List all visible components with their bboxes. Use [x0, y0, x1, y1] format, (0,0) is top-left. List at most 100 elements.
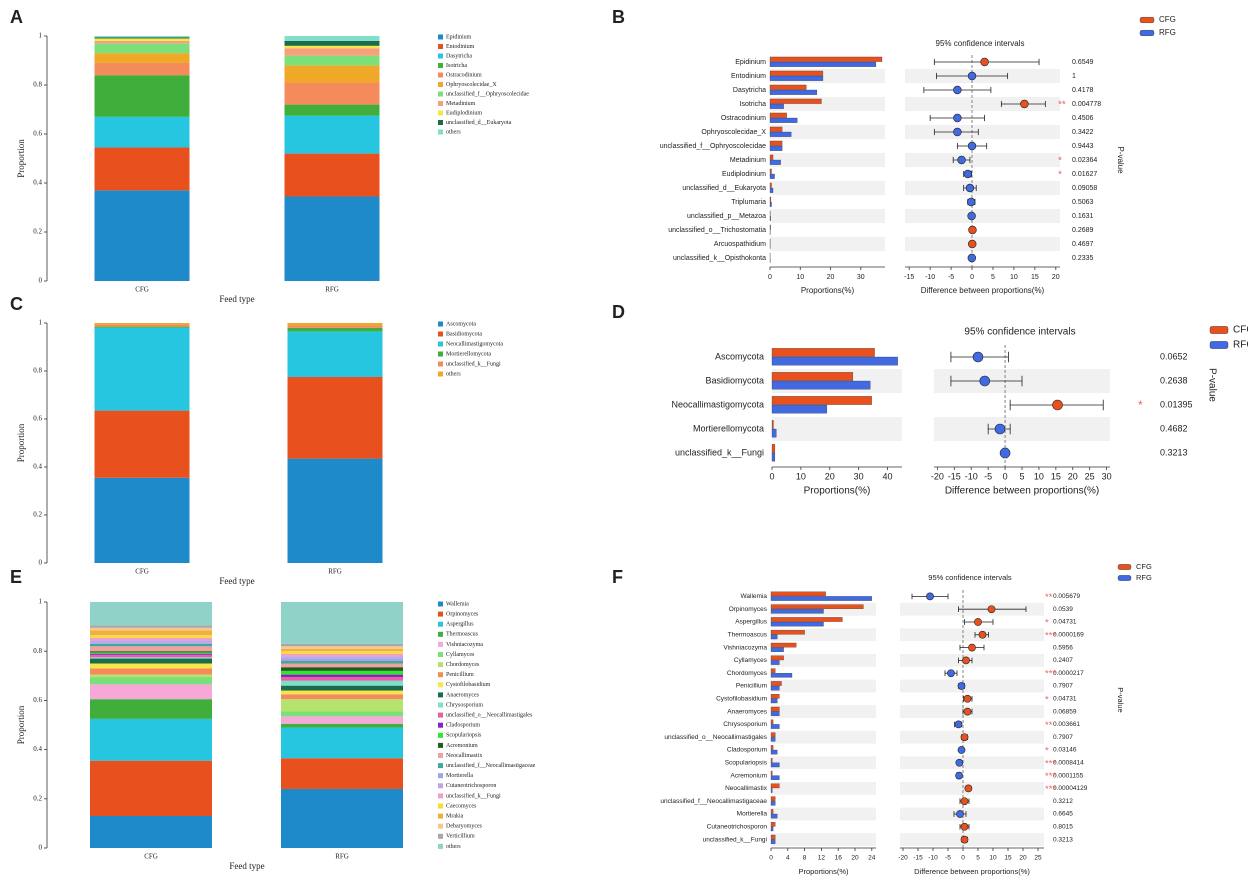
bar-segment [281, 723, 403, 728]
legend-label: Acremonium [446, 743, 478, 749]
legend-label: CFG [1136, 562, 1152, 571]
p-value: 0.004778 [1072, 101, 1101, 108]
p-value-label: P-value [1116, 687, 1125, 712]
difference-point [967, 211, 976, 221]
bar [770, 694, 780, 699]
panel-letter: E [10, 567, 22, 587]
difference-point [963, 169, 973, 179]
bar [770, 762, 780, 768]
legend-swatch [438, 833, 443, 839]
x-tick-label: -5 [948, 274, 954, 281]
x-tick-label: 25 [1085, 471, 1095, 481]
legend-label: others [446, 129, 461, 135]
bar-segment [90, 652, 212, 654]
bar [769, 98, 822, 104]
category-label: Isotricha [740, 101, 767, 108]
bar [770, 796, 776, 801]
significance: * [1058, 156, 1062, 167]
bar [770, 685, 780, 691]
legend-label: Metadinium [446, 101, 476, 107]
bar-segment [94, 62, 190, 76]
category-label: Aspergillus [735, 619, 768, 626]
category-label: Cladosporium [727, 747, 767, 754]
legend-swatch [438, 621, 443, 627]
bar [771, 348, 875, 357]
bar-segment [284, 196, 380, 281]
p-value: 0.0001155 [1053, 772, 1084, 779]
legend-label: Cladosporium [446, 723, 480, 729]
category-label: unclassified_o__Neocallimastigales [664, 734, 767, 741]
bar-segment [94, 190, 190, 281]
legend-label: others [446, 371, 461, 377]
legend-swatch [438, 371, 443, 377]
difference-point [968, 239, 977, 249]
bar [769, 215, 771, 221]
bar [771, 444, 776, 453]
bar [770, 604, 864, 609]
bar-segment [90, 674, 212, 678]
difference-point [955, 758, 964, 767]
bar-segment [90, 635, 212, 638]
category-label: Entodinium [731, 73, 766, 80]
legend-label: Vishniacozyma [446, 642, 483, 648]
x-tick-label: -10 [965, 471, 978, 481]
x-tick-label: 10 [1010, 274, 1018, 281]
legend-swatch [1117, 575, 1132, 581]
x-tick-label: -15 [904, 274, 914, 281]
p-value-label: P-value [1116, 146, 1125, 174]
category-label: Ostracodinium [721, 115, 766, 122]
bar-segment [90, 653, 212, 655]
p-value: 0.03146 [1053, 747, 1077, 754]
legend-label: Dasytricha [446, 53, 472, 59]
x-tick-label: 24 [868, 855, 876, 862]
bar-segment [90, 657, 212, 659]
difference-point [960, 733, 969, 742]
x-tick-label: 15 [1031, 274, 1039, 281]
x-tick-label: CFG [135, 286, 149, 294]
legend-label: Penicillium [446, 672, 474, 678]
p-value: 0.06859 [1053, 708, 1077, 715]
row-band [900, 679, 1044, 693]
bar-segment [284, 115, 380, 154]
p-value: 0.9443 [1072, 143, 1094, 150]
bar-segment [94, 75, 190, 117]
bar [771, 404, 828, 414]
x-tick-label: 0 [970, 274, 974, 281]
bar [770, 591, 826, 597]
row-band [770, 153, 885, 167]
x-tick-label: 0 [768, 274, 772, 281]
legend-swatch [438, 611, 443, 617]
category-label: Chordomyces [727, 670, 768, 677]
category-label: Neocallimastigomycota [671, 399, 764, 409]
x-tick-label: 5 [991, 274, 995, 281]
bar [769, 103, 784, 109]
difference-point [965, 183, 975, 193]
x-tick-label: RFG [325, 286, 339, 294]
p-value: 0.7907 [1053, 683, 1073, 690]
x-tick-label: 30 [854, 471, 864, 481]
category-label: Anaeromyces [727, 708, 767, 715]
bar [770, 668, 776, 673]
bar-segment [281, 716, 403, 724]
bar [770, 775, 780, 780]
bar [769, 196, 772, 202]
bar [770, 783, 780, 789]
bar [771, 396, 872, 405]
category-label: unclassified_k__Fungi [675, 447, 764, 457]
difference-point [994, 423, 1006, 435]
legend-label: CFG [1233, 325, 1248, 336]
bar [771, 420, 774, 429]
row-band [770, 237, 885, 251]
row-band [905, 97, 1060, 111]
row-band [900, 756, 1044, 770]
difference-point [957, 682, 966, 690]
bar-segment [281, 670, 403, 675]
difference-point [972, 351, 984, 363]
bar [770, 719, 774, 725]
bar [770, 834, 776, 840]
difference-point [957, 155, 966, 165]
difference-point [968, 643, 976, 652]
bar [770, 596, 872, 601]
chart-title: 95% confidence intervals [964, 327, 1075, 338]
legend-label: others [446, 844, 461, 850]
